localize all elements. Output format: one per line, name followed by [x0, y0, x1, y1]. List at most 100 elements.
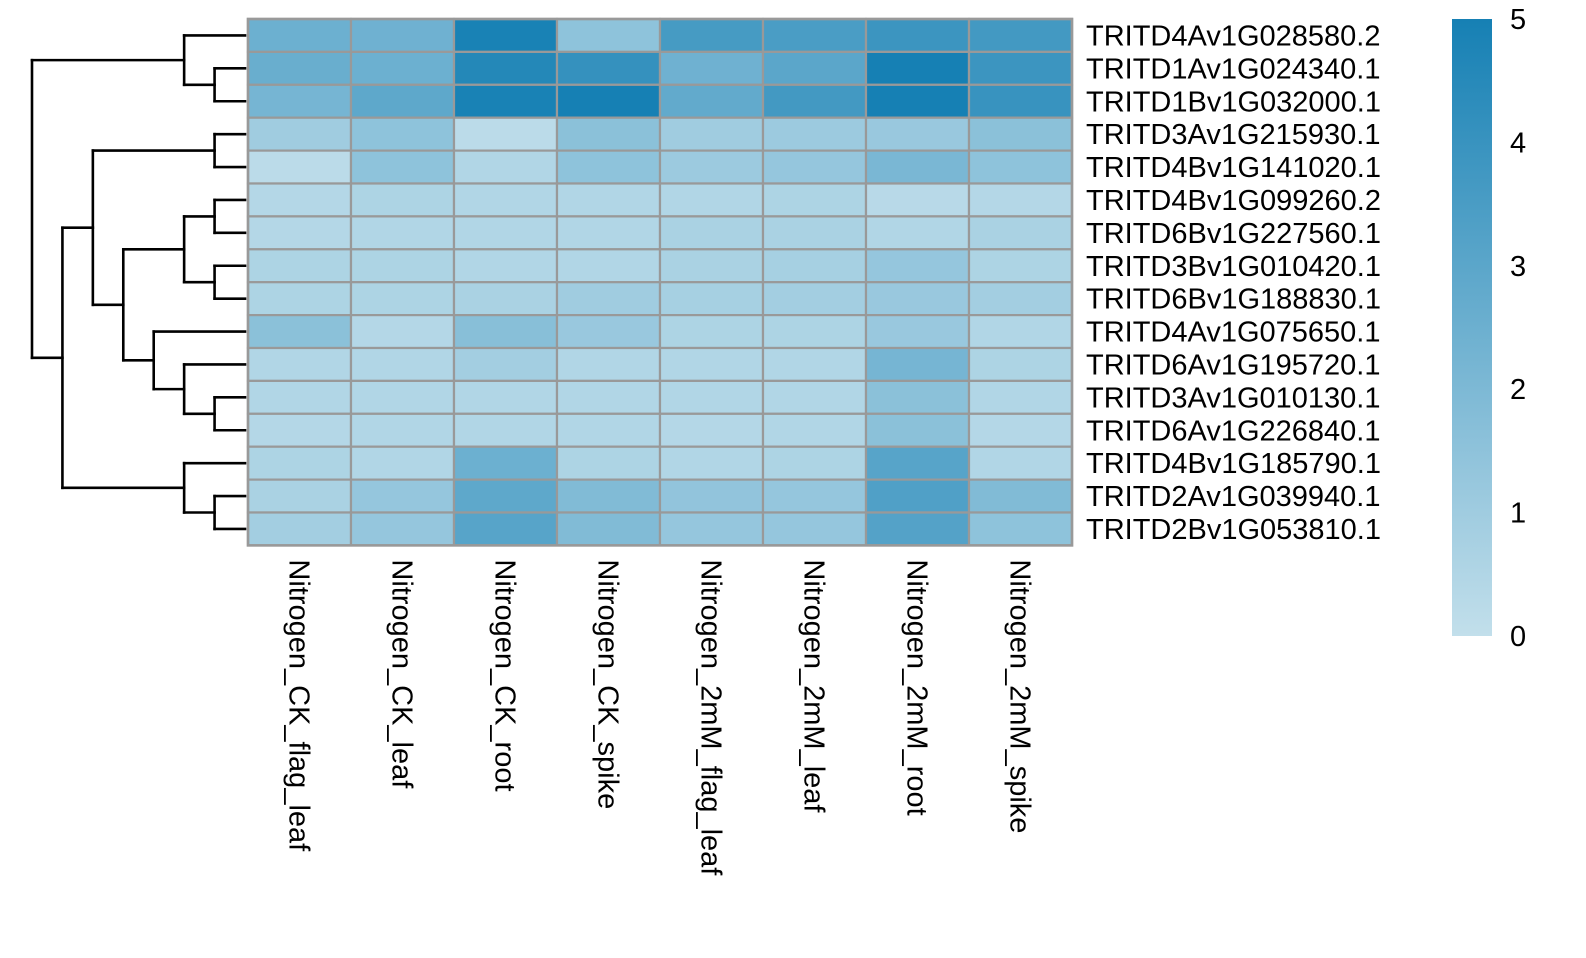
heatmap-cell: [967, 346, 1074, 383]
heatmap-cell: [658, 379, 765, 415]
heatmap-cell: [967, 248, 1074, 284]
heatmap-cell: [452, 17, 559, 54]
heatmap-cell: [555, 17, 662, 54]
heatmap-cell: [349, 116, 456, 152]
heatmap-cell: [761, 83, 868, 119]
heatmap-cell: [349, 281, 456, 317]
heatmap-cell: [658, 116, 765, 152]
heatmap-cell: [555, 478, 662, 514]
heatmap-cell: [555, 281, 662, 317]
heatmap-cell: [349, 346, 456, 383]
heatmap-cell: [658, 478, 765, 514]
heatmap-cell: [349, 182, 456, 218]
heatmap-cell: [555, 379, 662, 415]
row-label: TRITD6Av1G226840.1: [1086, 415, 1380, 447]
heatmap-cell: [967, 379, 1074, 415]
heatmap-cell: [246, 17, 353, 54]
column-labels: Nitrogen_CK_flag_leaf Nitrogen_CK_leaf Nit…: [283, 559, 1036, 876]
heatmap-cell: [967, 281, 1074, 317]
heatmap-cell: [658, 248, 765, 284]
heatmap-cell: [761, 50, 868, 86]
heatmap-cell: [864, 412, 971, 448]
heatmap-cell: [967, 182, 1074, 218]
heatmap-cell: [452, 346, 559, 383]
legend-tick-label: 4: [1510, 127, 1526, 159]
heatmap-cell: [967, 50, 1074, 86]
heatmap-cell: [555, 248, 662, 284]
row-label: TRITD4Av1G075650.1: [1086, 317, 1380, 349]
heatmap-cell: [658, 50, 765, 86]
heatmap-cell: [349, 412, 456, 448]
heatmap-cell: [555, 412, 662, 448]
heatmap-cell: [658, 412, 765, 448]
heatmap-cell: [658, 445, 765, 481]
row-label: TRITD1Av1G024340.1: [1086, 53, 1380, 85]
heatmap-cell: [864, 314, 971, 350]
heatmap-cell: [864, 281, 971, 317]
heatmap-cell: [246, 50, 353, 86]
heatmap-cell: [452, 83, 559, 119]
heatmap-cell: [246, 445, 353, 481]
row-label: TRITD4Bv1G141020.1: [1086, 152, 1381, 184]
heatmap-cell: [658, 182, 765, 218]
heatmap-cell: [761, 248, 868, 284]
heatmap-cell: [452, 182, 559, 218]
heatmap-cell: [967, 149, 1074, 185]
heatmap-cell: [246, 346, 353, 383]
heatmap-cell: [555, 149, 662, 185]
heatmap-cell: [864, 83, 971, 119]
heatmap-cell: [349, 248, 456, 284]
heatmap-cell: [452, 314, 559, 350]
heatmap-cell: [864, 379, 971, 415]
heatmap-cell: [246, 215, 353, 251]
heatmap-cell: [761, 215, 868, 251]
row-label: TRITD6Av1G195720.1: [1086, 349, 1380, 381]
heatmap-cell: [246, 116, 353, 152]
heatmap-cell: [555, 346, 662, 383]
heatmap-cell: [967, 478, 1074, 514]
heatmap-cell: [761, 445, 868, 481]
heatmap-cell: [864, 116, 971, 152]
row-label: TRITD1Bv1G032000.1: [1086, 86, 1381, 118]
column-label: Nitrogen_CK_flag_leaf: [283, 559, 315, 852]
column-label: Nitrogen_CK_leaf: [386, 559, 418, 789]
heatmap-cell: [555, 50, 662, 86]
heatmap-cell: [555, 182, 662, 218]
row-label: TRITD3Av1G215930.1: [1086, 119, 1380, 151]
heatmap-cell: [246, 83, 353, 119]
heatmap-cell: [967, 215, 1074, 251]
heatmap-cell: [864, 182, 971, 218]
heatmap-cell: [555, 511, 662, 547]
column-label: Nitrogen_2mM_flag_leaf: [695, 559, 727, 876]
heatmap-cell: [452, 281, 559, 317]
heatmap-cell: [761, 17, 868, 54]
heatmap-cell: [864, 478, 971, 514]
heatmap-cell: [349, 215, 456, 251]
heatmap-cell: [246, 182, 353, 218]
heatmap-cell: [555, 83, 662, 119]
heatmap-cell: [864, 149, 971, 185]
heatmap-cell: [452, 379, 559, 415]
heatmap-cell: [246, 412, 353, 448]
heatmap-cell: [967, 83, 1074, 119]
row-label: TRITD2Bv1G053810.1: [1086, 514, 1381, 546]
row-labels: TRITD4Av1G028580.2TRITD1Av1G024340.1TRIT…: [1086, 20, 1381, 546]
heatmap-cell: [349, 445, 456, 481]
heatmap-cell: [555, 116, 662, 152]
legend-tick-label: 5: [1510, 4, 1526, 36]
column-label: Nitrogen_2mM_root: [901, 559, 933, 815]
heatmap-cell: [349, 149, 456, 185]
heatmap-cell: [658, 149, 765, 185]
heatmap-cell: [246, 248, 353, 284]
row-dendrogram: [30, 34, 247, 531]
heatmap-cell: [555, 314, 662, 350]
heatmap-cell: [761, 149, 868, 185]
row-label: TRITD2Av1G039940.1: [1086, 481, 1380, 513]
color-legend: 0 1 2 3 4 5: [1452, 4, 1526, 653]
heatmap-cell: [452, 445, 559, 481]
heatmap-cell: [761, 379, 868, 415]
heatmap-cell: [349, 478, 456, 514]
heatmap-cell: [761, 116, 868, 152]
heatmap-cell: [349, 17, 456, 54]
